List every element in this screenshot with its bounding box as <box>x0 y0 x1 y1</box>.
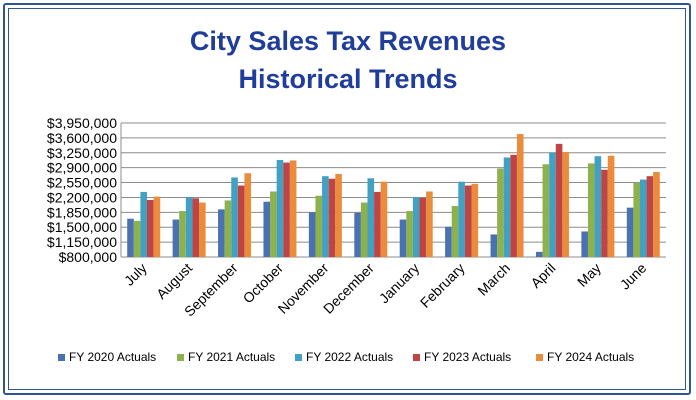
bar <box>354 212 361 257</box>
y-tick-label: $2,900,000 <box>47 160 117 176</box>
bar <box>276 160 284 257</box>
bar <box>237 185 245 257</box>
x-tick-label: May <box>574 260 604 290</box>
bar <box>555 143 563 257</box>
legend-label: FY 2022 Actuals <box>306 350 393 364</box>
bar <box>399 219 407 257</box>
bar <box>426 191 433 257</box>
bar <box>653 171 660 257</box>
x-tick-label: June <box>617 260 650 293</box>
y-tick-label: $1,150,000 <box>47 234 117 250</box>
bar <box>328 178 336 257</box>
bar <box>451 205 459 257</box>
legend-swatch <box>295 354 302 361</box>
bar <box>185 197 193 257</box>
y-tick-label: $3,950,000 <box>47 115 117 131</box>
bar <box>464 185 472 257</box>
bar <box>497 168 504 257</box>
bar <box>192 198 200 257</box>
bar <box>607 155 615 257</box>
bars <box>127 134 660 257</box>
gridlines <box>120 122 666 258</box>
y-tick-label: $1,500,000 <box>47 219 117 235</box>
x-axis-labels: July AugustSeptemberOctoberNovemberDecemb… <box>121 260 650 320</box>
bar <box>224 200 232 257</box>
bar <box>147 199 154 257</box>
bar <box>639 179 647 257</box>
chart-title: City Sales Tax Revenues <box>189 26 507 56</box>
y-tick-label: $2,550,000 <box>47 175 117 191</box>
bar <box>231 177 238 257</box>
bar <box>490 234 498 257</box>
bar <box>419 197 427 257</box>
bar <box>633 182 640 257</box>
bar <box>445 226 452 257</box>
bar <box>322 176 329 257</box>
outer-border <box>3 3 691 395</box>
bar <box>133 220 141 257</box>
x-tick-label: March <box>474 260 513 299</box>
bar <box>562 151 569 257</box>
bar <box>380 181 388 257</box>
bar <box>360 202 368 257</box>
y-tick-label: $3,600,000 <box>47 130 117 146</box>
bar <box>594 156 602 257</box>
y-tick-label: $2,200,000 <box>47 189 117 205</box>
bar <box>646 176 654 257</box>
legend-label: FY 2021 Actuals <box>188 350 275 364</box>
bar <box>179 211 186 257</box>
bar <box>412 197 420 257</box>
legend-label: FY 2023 Actuals <box>424 350 511 364</box>
inner-border <box>8 8 686 390</box>
y-tick-label: $1,850,000 <box>47 204 117 220</box>
bar <box>140 191 148 257</box>
bar <box>587 163 595 257</box>
bar <box>471 183 479 257</box>
bar <box>172 219 180 257</box>
bar <box>406 211 413 257</box>
y-tick-label: $800,000 <box>59 249 118 265</box>
legend-swatch <box>413 354 420 361</box>
bar <box>510 154 517 257</box>
bar <box>374 191 381 257</box>
bar <box>581 231 588 257</box>
bar <box>263 201 271 257</box>
bar <box>218 209 225 257</box>
y-tick-label: $3,250,000 <box>47 145 117 161</box>
chart-subtitle: Historical Trends <box>238 64 458 94</box>
bar <box>199 202 206 257</box>
bar <box>289 160 297 257</box>
legend-swatch <box>536 354 543 361</box>
x-tick-label: February <box>417 260 468 311</box>
bar <box>153 196 161 257</box>
y-axis-labels: $800,000$1,150,000$1,500,000$1,850,000$2… <box>47 115 117 265</box>
bar <box>244 173 252 257</box>
bar <box>367 178 375 257</box>
bar <box>549 152 556 257</box>
legend: FY 2020 Actuals FY 2021 Actuals FY 2022 Ac… <box>58 350 634 364</box>
bar <box>503 157 511 257</box>
bar <box>626 207 634 257</box>
legend-swatch <box>177 354 184 361</box>
bar <box>535 251 543 257</box>
bar <box>542 164 550 257</box>
x-tick-label: April <box>527 260 558 291</box>
x-tick-label: January <box>376 260 423 307</box>
bar <box>335 174 342 257</box>
bar <box>601 169 608 257</box>
bar <box>516 134 524 257</box>
bar <box>315 195 323 257</box>
x-tick-label: August <box>153 260 195 302</box>
bar <box>308 212 316 257</box>
bar <box>458 181 465 257</box>
bar <box>127 218 134 257</box>
x-tick-label: July <box>121 260 150 289</box>
bar <box>283 162 290 257</box>
legend-swatch <box>58 354 65 361</box>
legend-label: FY 2024 Actuals <box>547 350 634 364</box>
legend-label: FY 2020 Actuals <box>69 350 156 364</box>
bar <box>270 191 277 257</box>
